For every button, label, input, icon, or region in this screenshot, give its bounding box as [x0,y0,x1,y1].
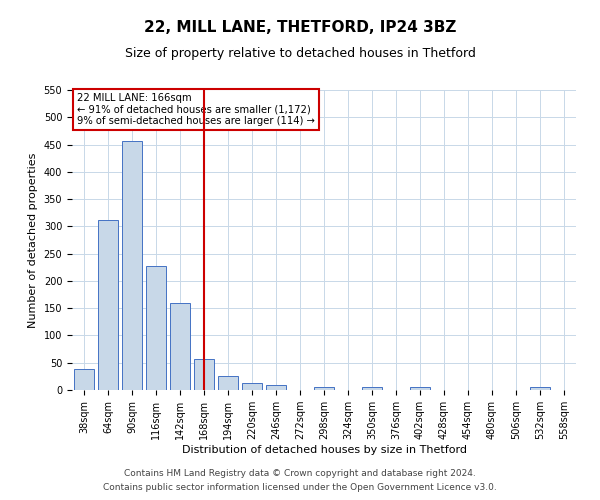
Text: 22, MILL LANE, THETFORD, IP24 3BZ: 22, MILL LANE, THETFORD, IP24 3BZ [144,20,456,35]
Bar [98,220,118,390]
Bar [410,388,430,390]
Bar [146,266,166,390]
Bar [266,385,286,390]
Bar [74,370,94,390]
Bar [218,376,238,390]
Bar [530,388,550,390]
Bar [362,388,382,390]
Bar [314,388,334,390]
X-axis label: Distribution of detached houses by size in Thetford: Distribution of detached houses by size … [182,445,467,455]
Bar [242,383,262,390]
Bar [170,302,190,390]
Text: Contains public sector information licensed under the Open Government Licence v3: Contains public sector information licen… [103,484,497,492]
Text: Contains HM Land Registry data © Crown copyright and database right 2024.: Contains HM Land Registry data © Crown c… [124,468,476,477]
Text: 22 MILL LANE: 166sqm
← 91% of detached houses are smaller (1,172)
9% of semi-det: 22 MILL LANE: 166sqm ← 91% of detached h… [77,93,315,126]
Y-axis label: Number of detached properties: Number of detached properties [28,152,38,328]
Text: Size of property relative to detached houses in Thetford: Size of property relative to detached ho… [125,48,475,60]
Bar [122,140,142,390]
Bar [194,359,214,390]
